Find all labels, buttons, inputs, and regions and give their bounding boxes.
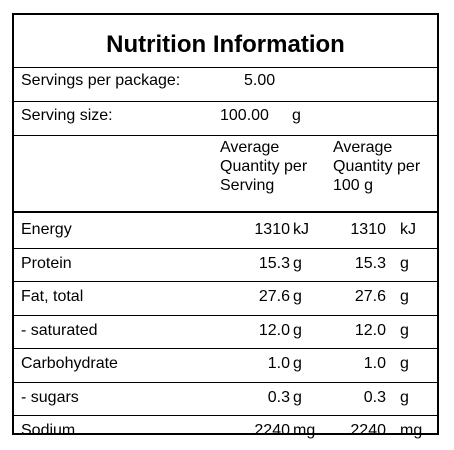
divider: [14, 67, 437, 68]
serving-size-unit: g: [292, 107, 301, 124]
serving-size-value: 100.00: [220, 107, 269, 124]
per-100g-value: 1310: [350, 221, 386, 238]
per-serving-unit: g: [293, 288, 302, 305]
per-serving-value: 1.0: [267, 355, 290, 372]
per-100g-value: 1.0: [363, 355, 386, 372]
panel-title: Nutrition Information: [106, 31, 345, 58]
per-100g-value: 27.6: [354, 288, 386, 305]
nutrient-name: Energy: [21, 221, 72, 238]
nutrient-name: - saturated: [21, 321, 98, 339]
per-serving-unit: kJ: [293, 221, 309, 238]
row-divider: [14, 281, 437, 282]
per-serving-value: 2240: [254, 422, 290, 439]
per-100g-unit: g: [400, 388, 409, 406]
per-100g-unit: g: [400, 288, 409, 305]
per-100g-unit: g: [400, 355, 409, 372]
servings-value: 5.00: [244, 72, 276, 89]
per-serving-unit: g: [293, 388, 302, 406]
divider: [14, 101, 437, 102]
servings-label: Servings per package:: [21, 72, 181, 89]
per-100g-value: 12.0: [354, 321, 386, 339]
per-serving-unit: g: [293, 254, 302, 272]
per-serving-value: 27.6: [258, 288, 290, 305]
nutrient-name: Sodium: [21, 422, 76, 439]
nutrition-panel: Nutrition Information Servings per packa…: [12, 13, 439, 439]
per-100g-unit: kJ: [400, 221, 416, 238]
per-serving-value: 12.0: [258, 321, 290, 339]
row-divider: [14, 314, 437, 316]
column-header-per-serving: Average Quantity per Serving: [220, 139, 308, 194]
per-100g-unit: mg: [400, 422, 423, 439]
nutrient-name: Carbohydrate: [21, 355, 118, 372]
per-serving-unit: mg: [293, 422, 316, 439]
nutrient-name: - sugars: [21, 388, 79, 406]
per-100g-value: 2240: [350, 422, 386, 439]
header-divider: [14, 211, 437, 213]
row-divider: [14, 348, 437, 349]
row-divider: [14, 381, 437, 383]
per-serving-value: 0.3: [267, 388, 290, 406]
per-100g-unit: g: [400, 254, 409, 272]
row-divider: [14, 247, 437, 249]
per-serving-value: 1310: [254, 221, 290, 238]
divider: [14, 135, 437, 136]
nutrient-name: Fat, total: [21, 288, 84, 305]
nutrient-name: Protein: [21, 254, 72, 272]
column-header-per-100g: Average Quantity per 100 g: [333, 139, 421, 194]
per-serving-unit: g: [293, 355, 302, 372]
per-100g-unit: g: [400, 321, 409, 339]
per-100g-value: 0.3: [363, 388, 386, 406]
per-serving-unit: g: [293, 321, 302, 339]
per-100g-value: 15.3: [354, 254, 386, 272]
row-divider: [14, 415, 437, 416]
per-serving-value: 15.3: [258, 254, 290, 272]
serving-size-label: Serving size:: [21, 107, 113, 124]
